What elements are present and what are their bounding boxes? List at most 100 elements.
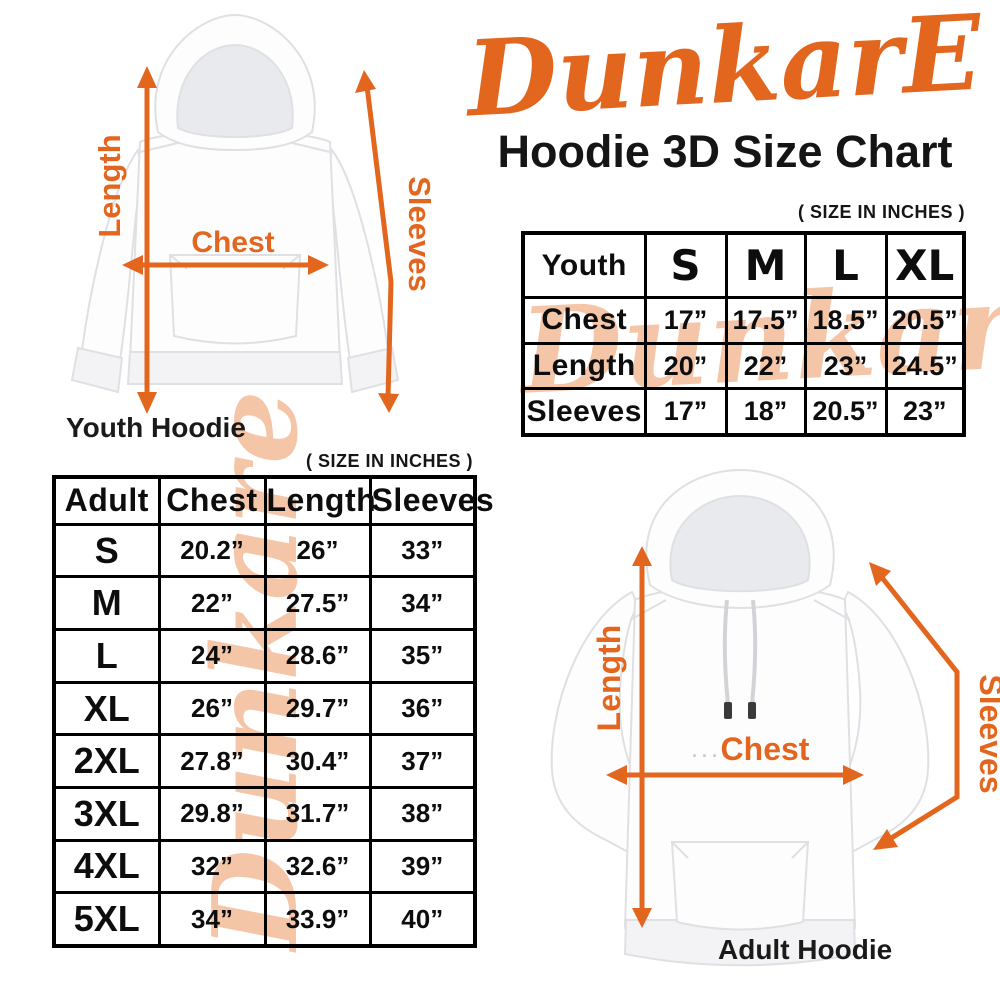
- arrow-head-icon: [308, 255, 329, 275]
- table-row: L 24” 28.6” 35”: [52, 628, 477, 684]
- table-cell: 29.8”: [157, 785, 267, 842]
- table-cell: 35”: [368, 628, 477, 684]
- table-cell: 34”: [157, 891, 267, 948]
- table-row: Youth S M L XL: [521, 231, 966, 300]
- table-cell: 23”: [884, 387, 966, 437]
- table-row: 3XL 29.8” 31.7” 38”: [52, 785, 477, 842]
- adult-sleeves-arrow: [878, 573, 960, 845]
- size-header: M: [724, 231, 807, 300]
- table-cell: 20.5”: [884, 296, 966, 345]
- table-cell: 17”: [643, 296, 728, 345]
- table-row: S 20.2” 26” 33”: [52, 522, 477, 579]
- table-row: Chest 17” 17.5” 18.5” 20.5”: [521, 296, 966, 345]
- adult-size-table: Adult Chest Length Sleeves S 20.2” 26” 3…: [52, 475, 494, 948]
- adult-length-label: Length: [591, 625, 627, 732]
- size-label: M: [52, 575, 161, 632]
- page-title: Hoodie 3D Size Chart: [497, 126, 953, 177]
- table-cell: 18”: [724, 387, 807, 437]
- table-row: Length 20” 22” 23” 24.5”: [521, 341, 966, 391]
- adult-chest-label: Chest: [721, 731, 810, 767]
- table-cell: 32.6”: [263, 838, 372, 895]
- size-header: XL: [884, 231, 966, 300]
- adult-hoodie-caption: Adult Hoodie: [718, 934, 893, 965]
- table-cell: 24”: [157, 628, 267, 684]
- table-cell: 22”: [157, 575, 267, 632]
- measure-header: Chest: [157, 475, 267, 526]
- brand-logo-text: DunkarE: [461, 0, 986, 138]
- arrow-head-icon: [843, 765, 864, 785]
- table-cell: 33”: [368, 522, 477, 579]
- size-label: 4XL: [52, 838, 161, 895]
- youth-table-corner: Youth: [521, 231, 647, 300]
- size-label: L: [52, 628, 161, 684]
- table-cell: 30.4”: [263, 733, 372, 789]
- size-label: 3XL: [52, 785, 161, 842]
- youth-size-note: ( SIZE IN INCHES ): [797, 202, 965, 222]
- youth-chest-label: Chest: [191, 226, 274, 259]
- adult-sleeves-label: Sleeves: [973, 674, 1000, 793]
- adult-size-note: ( SIZE IN INCHES ): [305, 451, 473, 471]
- arrow-head-icon: [606, 765, 627, 785]
- table-cell: 36”: [368, 680, 477, 737]
- measure-label: Chest: [521, 296, 647, 345]
- youth-length-label: Length: [92, 134, 127, 237]
- table-cell: 24.5”: [884, 341, 966, 391]
- table-cell: 28.6”: [263, 628, 372, 684]
- brand-logo: DunkarE: [461, 0, 986, 138]
- table-row: 5XL 34” 33.9” 40”: [52, 891, 477, 948]
- measure-header: Length: [263, 475, 376, 526]
- arrow-head-icon: [137, 66, 157, 88]
- youth-hoodie-graphic: [70, 13, 400, 394]
- size-label: S: [52, 522, 161, 579]
- table-cell: 18.5”: [803, 296, 888, 345]
- size-label: 5XL: [52, 891, 161, 948]
- adult-hoodie-graphic: [550, 468, 930, 967]
- youth-sleeves-arrow: [364, 85, 394, 399]
- arrow-head-icon: [632, 546, 652, 566]
- measure-label: Length: [521, 341, 647, 391]
- youth-hoodie-caption: Youth Hoodie: [66, 412, 246, 443]
- table-row: 4XL 32” 32.6” 39”: [52, 838, 477, 895]
- size-label: 2XL: [52, 733, 161, 789]
- table-cell: 32”: [157, 838, 267, 895]
- youth-size-table: Youth S M L XL Chest 17” 17.5” 18.5” 20.…: [521, 231, 966, 437]
- arrow-head-icon: [122, 255, 143, 275]
- youth-hoodie-illustration: Length Chest Sleeves: [70, 13, 437, 414]
- table-cell: 26”: [263, 522, 372, 579]
- table-cell: 38”: [368, 785, 477, 842]
- table-cell: 17”: [643, 387, 728, 437]
- table-cell: 31.7”: [263, 785, 372, 842]
- arrow-head-icon: [355, 70, 376, 93]
- table-cell: 37”: [368, 733, 477, 789]
- table-cell: 22”: [724, 341, 807, 391]
- table-row: 2XL 27.8” 30.4” 37”: [52, 733, 477, 789]
- table-row: XL 26” 29.7” 36”: [52, 680, 477, 737]
- table-row: M 22” 27.5” 34”: [52, 575, 477, 632]
- table-row: Adult Chest Length Sleeves: [52, 475, 494, 526]
- table-cell: 20.5”: [803, 387, 888, 437]
- table-cell: 29.7”: [263, 680, 372, 737]
- arrow-head-icon: [869, 562, 891, 586]
- measure-header: Sleeves: [368, 475, 494, 526]
- table-cell: 23”: [803, 341, 888, 391]
- arrow-head-icon: [873, 829, 898, 850]
- table-cell: 27.8”: [157, 733, 267, 789]
- table-cell: 17.5”: [724, 296, 807, 345]
- chest-dots: . . . .: [692, 741, 727, 761]
- table-cell: 20.2”: [157, 522, 267, 579]
- adult-hoodie-illustration: Length . . . . Chest Sleeves: [550, 468, 1000, 967]
- table-cell: 34”: [368, 575, 477, 632]
- table-cell: 39”: [368, 838, 477, 895]
- size-label: XL: [52, 680, 161, 737]
- table-row: Sleeves 17” 18” 20.5” 23”: [521, 387, 966, 437]
- adult-table-corner: Adult: [52, 475, 161, 526]
- table-cell: 40”: [368, 891, 477, 948]
- size-header: S: [643, 231, 728, 300]
- arrow-head-icon: [137, 392, 157, 414]
- table-cell: 33.9”: [263, 891, 372, 948]
- size-header: L: [803, 231, 888, 300]
- youth-measurement-arrows: Length Chest Sleeves: [92, 66, 437, 414]
- youth-sleeves-label: Sleeves: [402, 176, 437, 292]
- arrow-head-icon: [378, 393, 399, 413]
